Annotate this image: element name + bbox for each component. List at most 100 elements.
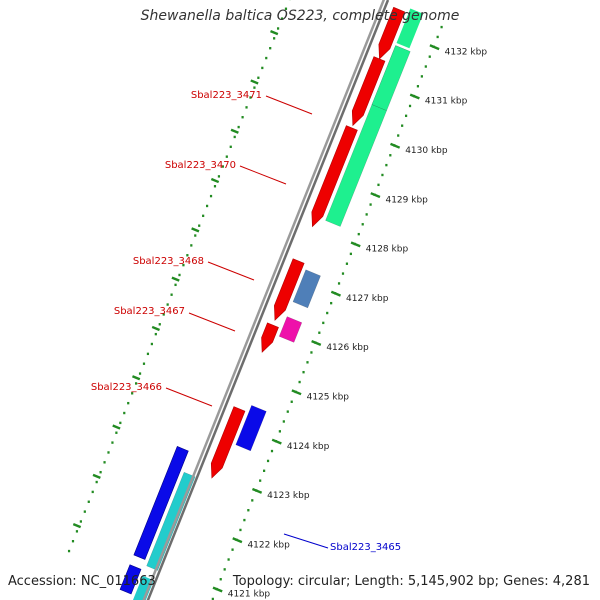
ruler-dot bbox=[245, 106, 248, 109]
cds-track bbox=[119, 6, 406, 595]
ruler-dot bbox=[107, 451, 110, 454]
tick-label: 4125 kbp bbox=[307, 392, 350, 402]
tick-label: 4129 kbp bbox=[385, 195, 428, 205]
genome-backbone bbox=[142, 0, 390, 600]
ruler-dot bbox=[217, 175, 221, 178]
gene-labels: Sbal223_3471 Sbal223_3470 Sbal223_3468 Sbal… bbox=[91, 90, 401, 553]
ruler-dot bbox=[282, 420, 285, 423]
ruler-dot bbox=[227, 558, 230, 561]
tick-mark-inner bbox=[151, 325, 160, 332]
ruler-dot bbox=[174, 283, 177, 287]
ruler-dot bbox=[178, 273, 181, 277]
ruler-dot bbox=[284, 7, 288, 10]
gene-block[interactable] bbox=[146, 471, 196, 571]
tick-label: 4123 kbp bbox=[267, 491, 310, 501]
tick-mark-inner bbox=[191, 227, 200, 233]
ruler-dot bbox=[243, 518, 246, 522]
tick-mark bbox=[370, 192, 381, 199]
ruler-dot bbox=[111, 441, 114, 444]
ruler-dot bbox=[269, 47, 272, 50]
ruler-dot bbox=[247, 509, 250, 512]
ruler-dot bbox=[381, 173, 384, 177]
label-leader bbox=[239, 165, 287, 185]
ruler-dot bbox=[428, 55, 431, 58]
ruler-dot bbox=[357, 232, 360, 236]
backbone-line-1 bbox=[146, 0, 390, 600]
tick-label: 4126 kbp bbox=[326, 343, 369, 353]
ruler-dot bbox=[389, 154, 392, 157]
ruler-dot bbox=[266, 459, 270, 463]
ruler-dot bbox=[377, 183, 380, 187]
ruler-dot bbox=[424, 65, 427, 68]
ruler-dot bbox=[361, 223, 364, 226]
ruler-dot bbox=[211, 597, 214, 600]
gene-label[interactable]: Sbal223_3468 bbox=[133, 256, 204, 267]
ruler-dot bbox=[259, 479, 262, 482]
tick-mark-inner bbox=[92, 473, 101, 479]
tick-mark bbox=[212, 586, 223, 593]
ruler-dot bbox=[202, 214, 205, 218]
tick-label: 4127 kbp bbox=[346, 294, 389, 304]
ruler-dot bbox=[408, 104, 412, 108]
ruler-ticks: 4132 kbp 4131 kbp 4130 kbp 4129 kbp 4128 kbp… bbox=[72, 30, 488, 600]
tick-label: 4124 kbp bbox=[287, 442, 330, 452]
ruler-dot bbox=[205, 204, 209, 208]
ruler-dot bbox=[253, 86, 256, 89]
ruler-dot bbox=[397, 134, 400, 137]
ruler-dot bbox=[162, 313, 165, 316]
tick-mark bbox=[409, 93, 420, 100]
ruler-dot bbox=[280, 17, 284, 20]
ruler-dot bbox=[135, 382, 138, 385]
ruler-dot bbox=[166, 303, 169, 306]
gene-block[interactable] bbox=[278, 316, 303, 343]
cds-arrow bbox=[261, 322, 279, 353]
ruler-dot bbox=[257, 76, 260, 79]
ruler-dot bbox=[223, 568, 226, 571]
ruler-dot bbox=[146, 352, 150, 356]
gene-block[interactable] bbox=[235, 405, 267, 452]
tick-mark bbox=[330, 290, 341, 297]
ruler-dot bbox=[326, 311, 329, 315]
ruler-dots-inner bbox=[67, 0, 292, 553]
ruler-dot bbox=[237, 125, 240, 129]
ruler-dot bbox=[138, 372, 142, 375]
ruler-dot bbox=[71, 540, 75, 543]
tick-mark-inner bbox=[270, 30, 279, 36]
tick-mark bbox=[291, 389, 302, 396]
ruler-dot bbox=[127, 401, 130, 405]
ruler-dot bbox=[79, 520, 82, 523]
gene-label[interactable]: Sbal223_3470 bbox=[165, 160, 236, 171]
gene-block[interactable] bbox=[325, 104, 387, 227]
cds-arrow bbox=[378, 6, 406, 60]
tick-mark-inner bbox=[72, 523, 82, 529]
gene-block[interactable] bbox=[292, 269, 321, 309]
backbone-line-2 bbox=[142, 0, 386, 600]
ruler-dot bbox=[170, 293, 173, 296]
tick-mark-inner bbox=[230, 128, 239, 134]
tick-label: 4128 kbp bbox=[366, 245, 409, 255]
ruler-dot bbox=[131, 392, 134, 395]
ruler-dot bbox=[115, 431, 118, 434]
tick-mark bbox=[251, 487, 263, 494]
ruler-dot bbox=[241, 116, 244, 119]
ruler-dot bbox=[345, 262, 349, 265]
label-leader bbox=[165, 387, 213, 407]
gene-label[interactable]: Sbal223_3467 bbox=[114, 306, 185, 317]
gene-label[interactable]: Sbal223_3471 bbox=[191, 90, 262, 101]
gene-block-unlabeled bbox=[396, 8, 424, 49]
tick-label: 4132 kbp bbox=[445, 47, 488, 57]
ruler-dot bbox=[385, 163, 388, 167]
ruler-dot bbox=[306, 361, 309, 364]
tick-mark-inner bbox=[210, 177, 220, 184]
ruler-dot bbox=[298, 380, 301, 384]
ruler-dot bbox=[150, 342, 153, 346]
label-leader bbox=[283, 533, 329, 549]
cds-arrow-inner bbox=[119, 564, 142, 595]
gene-label[interactable]: Sbal223_3466 bbox=[91, 382, 162, 393]
ruler-dot bbox=[239, 528, 242, 532]
gene-label[interactable]: Sbal223_3465 bbox=[330, 542, 401, 553]
tick-mark bbox=[350, 241, 361, 248]
feature-track bbox=[132, 8, 424, 600]
cds-arrow-inner bbox=[133, 446, 189, 560]
